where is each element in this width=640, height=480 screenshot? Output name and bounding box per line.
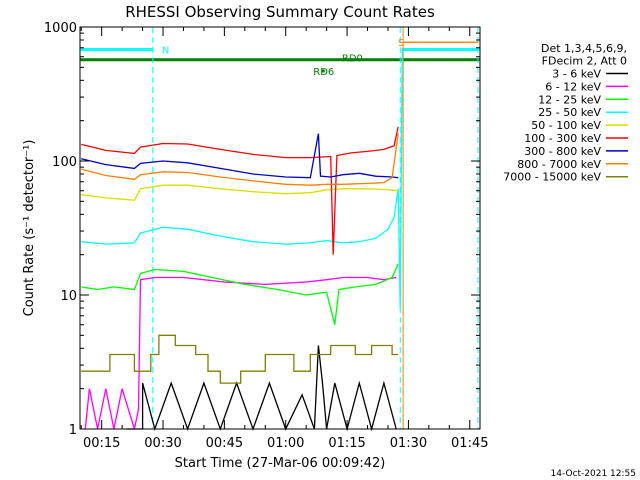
x-tick-label: 01:30 (390, 436, 427, 451)
annotation-rd6-marker (321, 69, 325, 73)
x-axis: 00:15 00:30 00:45 01:00 01:15 01:30 01:45 (80, 27, 489, 451)
legend-label-25-50-kev: 25 - 50 keV (538, 106, 601, 119)
attenuator-bars (80, 47, 480, 62)
x-tick-label: 01:45 (451, 436, 488, 451)
legend-label-50-100-kev: 50 - 100 keV (531, 119, 601, 132)
legend-label-12-25-kev: 12 - 25 keV (538, 93, 601, 106)
generation-timestamp: 14-Oct-2021 12:55 (551, 469, 636, 479)
x-tick-label: 01:00 (267, 436, 304, 451)
legend-label-800-7000-kev: 800 - 7000 keV (517, 158, 601, 171)
x-tick-label: 00:45 (206, 436, 243, 451)
y-axis: 1 10 100 1000 (44, 21, 480, 438)
annotations: NSRD0RD6 (162, 38, 404, 78)
legend-label-3-6-kev: 3 - 6 keV (552, 68, 601, 81)
series-line-100-300-kev (81, 126, 399, 255)
series-line-300-800-kev (81, 133, 399, 179)
y-tick-label: 1000 (44, 21, 77, 36)
series-line-25-50-kev (81, 47, 403, 309)
legend-label-100-300-kev: 100 - 300 keV (524, 132, 601, 145)
annotation-rd0: RD0 (342, 54, 363, 65)
series-line-800-7000-kev (81, 133, 399, 186)
legend-header-line-2: FDecim 2, Att 0 (542, 55, 627, 68)
series-line-12-25-kev (81, 263, 399, 325)
annotation-n: N (162, 45, 169, 56)
plot-frame (79, 26, 481, 430)
y-tick-label: 100 (52, 155, 77, 170)
series-line-50-100-kev (81, 184, 399, 201)
series-line-6-12-kev (84, 276, 397, 430)
legend-label-7000-15000-kev: 7000 - 15000 keV (503, 171, 601, 184)
series-lines (81, 41, 478, 432)
legend-label-6-12-kev: 6 - 12 keV (545, 80, 601, 93)
chart-title: RHESSI Observing Summary Count Rates (125, 3, 435, 21)
legend-header-line-1: Det 1,3,4,5,6,9, (541, 42, 627, 55)
legend-label-300-800-kev: 300 - 800 keV (524, 145, 601, 158)
x-tick-label: 01:15 (328, 436, 365, 451)
y-tick-label: 10 (60, 289, 77, 304)
series-line-7000-15000-kev (81, 334, 399, 384)
x-axis-label: Start Time (27-Mar-06 00:09:42) (175, 456, 386, 471)
x-tick-label: 00:30 (144, 436, 181, 451)
annotation-s: S (398, 38, 404, 49)
y-axis-label: Count Rate (s⁻¹ detector⁻¹) (22, 140, 37, 317)
legend: Det 1,3,4,5,6,9,FDecim 2, Att 03 - 6 keV… (503, 42, 628, 184)
y-tick-label: 1 (69, 423, 77, 438)
x-tick-label: 00:15 (83, 436, 120, 451)
